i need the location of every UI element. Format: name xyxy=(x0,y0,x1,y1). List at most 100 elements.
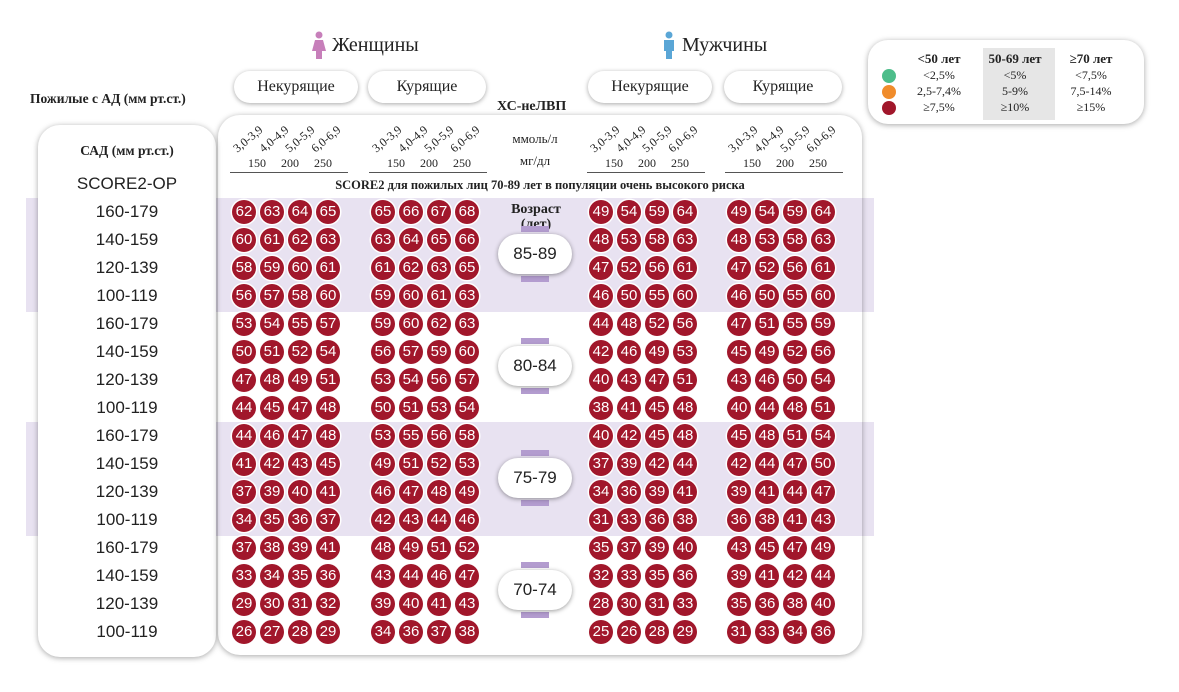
risk-circle: 46 xyxy=(727,284,751,308)
risk-circle: 41 xyxy=(617,396,641,420)
risk-circle: 47 xyxy=(727,256,751,280)
female-icon xyxy=(312,31,326,59)
risk-circle: 47 xyxy=(589,256,613,280)
age-group-pill: 85-89 xyxy=(498,234,572,274)
risk-circle: 62 xyxy=(232,200,256,224)
risk-circle: 36 xyxy=(673,564,697,588)
risk-circle: 50 xyxy=(617,284,641,308)
risk-circle: 34 xyxy=(783,620,807,644)
women-smoking-pill: Курящие xyxy=(368,71,486,103)
risk-circle: 48 xyxy=(673,396,697,420)
risk-circle: 51 xyxy=(811,396,835,420)
risk-circle: 56 xyxy=(371,340,395,364)
risk-circle: 39 xyxy=(645,536,669,560)
risk-circle: 34 xyxy=(232,508,256,532)
chol-title: ХС-неЛВП xyxy=(497,99,567,114)
axis-line xyxy=(369,172,487,173)
mgdl-tick-label: 150 xyxy=(743,156,761,170)
risk-circle: 31 xyxy=(589,508,613,532)
risk-circle: 53 xyxy=(371,424,395,448)
risk-circle: 47 xyxy=(645,368,669,392)
risk-circle: 36 xyxy=(399,620,423,644)
risk-circle: 62 xyxy=(399,256,423,280)
risk-circle: 65 xyxy=(455,256,479,280)
risk-circle: 45 xyxy=(260,396,284,420)
risk-circle: 47 xyxy=(288,396,312,420)
risk-circle: 51 xyxy=(783,424,807,448)
risk-circle: 37 xyxy=(232,536,256,560)
legend-highlight xyxy=(983,48,1055,120)
risk-circle: 60 xyxy=(288,256,312,280)
risk-circle: 39 xyxy=(617,452,641,476)
risk-circle: 32 xyxy=(316,592,340,616)
risk-circle: 47 xyxy=(811,480,835,504)
risk-circle: 41 xyxy=(783,508,807,532)
risk-circle: 42 xyxy=(727,452,751,476)
risk-circle: 61 xyxy=(371,256,395,280)
women-header: Женщины xyxy=(312,31,419,59)
risk-circle: 63 xyxy=(811,228,835,252)
age-group-pill: 75-79 xyxy=(498,458,572,498)
risk-circle: 35 xyxy=(288,564,312,588)
risk-circle: 60 xyxy=(811,284,835,308)
age-connector xyxy=(521,388,549,394)
risk-circle: 25 xyxy=(589,620,613,644)
risk-circle: 53 xyxy=(755,228,779,252)
risk-circle: 56 xyxy=(673,312,697,336)
risk-circle: 44 xyxy=(755,452,779,476)
risk-circle: 42 xyxy=(589,340,613,364)
risk-circle: 43 xyxy=(617,368,641,392)
mgdl-tick-label: 250 xyxy=(314,156,332,170)
risk-circle: 52 xyxy=(427,452,451,476)
risk-legend: <50 лет 50-69 лет ≥70 лет <2,5% <5% <7,5% 2,5-… xyxy=(868,40,1144,124)
risk-circle: 59 xyxy=(371,284,395,308)
axis-line xyxy=(725,172,843,173)
risk-circle: 54 xyxy=(811,368,835,392)
risk-circle: 42 xyxy=(783,564,807,588)
risk-circle: 52 xyxy=(455,536,479,560)
women-label: Женщины xyxy=(332,33,419,56)
risk-circle: 51 xyxy=(260,340,284,364)
risk-circle: 47 xyxy=(727,312,751,336)
risk-circle: 46 xyxy=(755,368,779,392)
risk-circle: 48 xyxy=(755,424,779,448)
risk-circle: 66 xyxy=(455,228,479,252)
sbp-row-label: 120-139 xyxy=(95,258,159,277)
legend-header: ≥70 лет xyxy=(1069,51,1113,66)
sbp-row-label: 160-179 xyxy=(95,202,159,221)
risk-circle: 51 xyxy=(755,312,779,336)
risk-circle: 38 xyxy=(589,396,613,420)
risk-circle: 45 xyxy=(727,340,751,364)
risk-circle: 46 xyxy=(455,508,479,532)
risk-circle: 54 xyxy=(260,312,284,336)
mgdl-tick-label: 250 xyxy=(671,156,689,170)
risk-circle: 43 xyxy=(288,452,312,476)
risk-circle: 43 xyxy=(399,508,423,532)
risk-circle: 51 xyxy=(427,536,451,560)
risk-circle: 45 xyxy=(727,424,751,448)
risk-circle: 63 xyxy=(427,256,451,280)
sbp-header: САД (мм рт.ст.) xyxy=(80,143,174,158)
risk-circle: 48 xyxy=(673,424,697,448)
age-group-pill: 80-84 xyxy=(498,346,572,386)
risk-circle: 48 xyxy=(260,368,284,392)
risk-circle: 55 xyxy=(783,284,807,308)
mgdl-tick-label: 200 xyxy=(638,156,656,170)
risk-circle: 39 xyxy=(288,536,312,560)
risk-circle: 48 xyxy=(617,312,641,336)
risk-circle: 51 xyxy=(399,396,423,420)
risk-circle: 29 xyxy=(673,620,697,644)
risk-circle: 56 xyxy=(811,340,835,364)
mgdl-tick-label: 150 xyxy=(387,156,405,170)
mgdl-tick-label: 250 xyxy=(809,156,827,170)
legend-value: ≥15% xyxy=(1076,100,1106,114)
sbp-row-label: 100-119 xyxy=(96,286,158,305)
risk-circle: 57 xyxy=(399,340,423,364)
risk-circle: 37 xyxy=(232,480,256,504)
risk-circle: 59 xyxy=(427,340,451,364)
risk-circle: 64 xyxy=(288,200,312,224)
risk-circle: 62 xyxy=(288,228,312,252)
risk-circle: 50 xyxy=(783,368,807,392)
risk-circle: 61 xyxy=(260,228,284,252)
risk-circle: 54 xyxy=(755,200,779,224)
